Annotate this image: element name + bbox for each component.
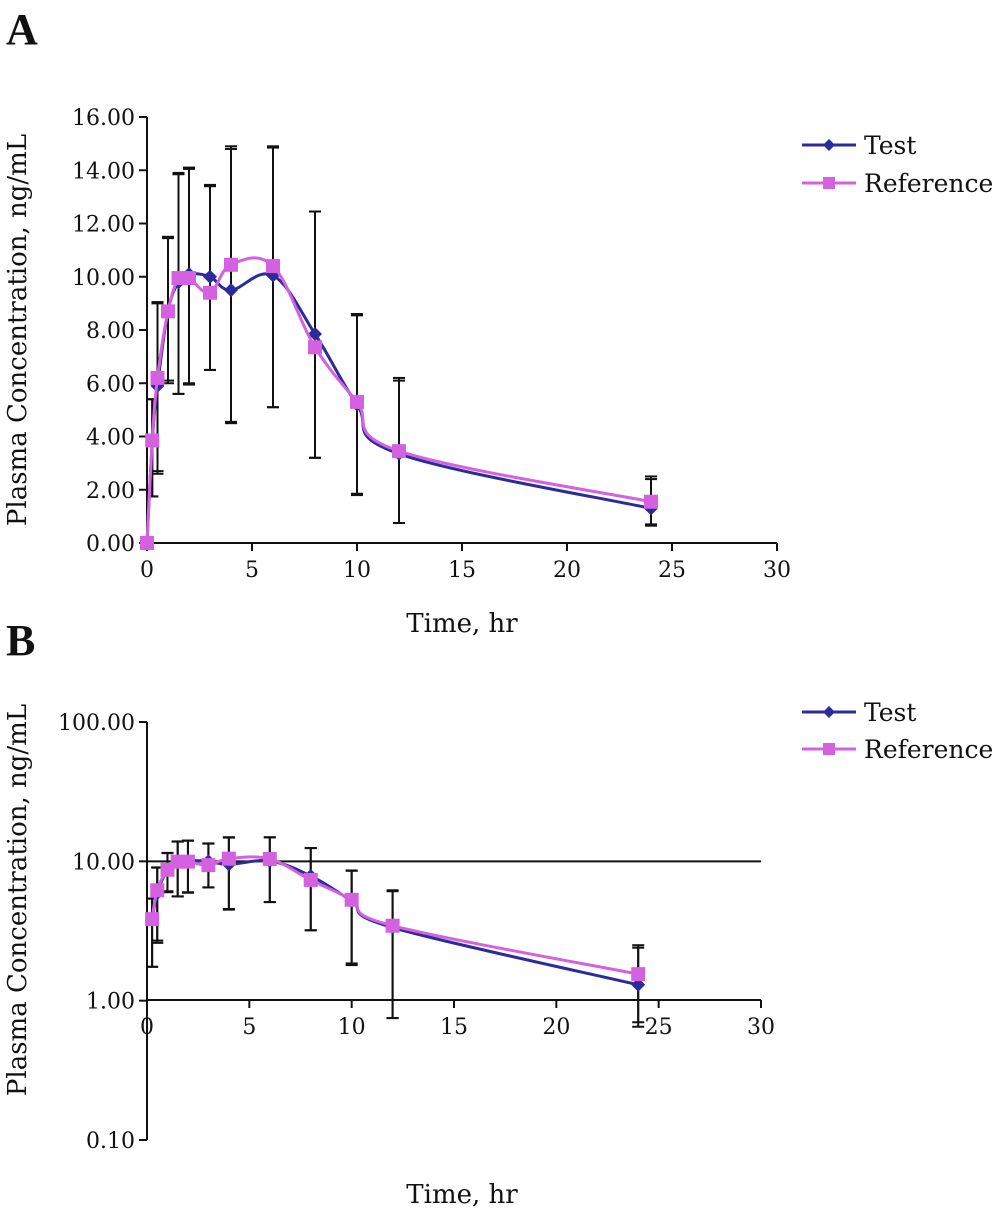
panel-b-ylabel: Plasma Concentration, ng/mL	[3, 704, 33, 1096]
panel-a-ytick-label: 8.00	[86, 319, 135, 344]
panel-b-reference-point	[631, 967, 646, 982]
panel-b-reference-point	[303, 872, 318, 887]
panel-b-xtick-label: 0	[140, 1015, 154, 1040]
panel-b-ytick-label: 0.10	[86, 1129, 135, 1154]
panel-a-ytick-label: 10.00	[72, 266, 135, 291]
legend-reference-marker	[823, 743, 835, 755]
panel-b-test-point	[631, 977, 646, 992]
panel-b-xtick-label: 15	[440, 1015, 468, 1040]
panel-b-reference-point	[180, 854, 195, 869]
panel-a-reference-point	[145, 433, 160, 448]
panel-a-xtick-label: 0	[140, 558, 154, 583]
panel-a-reference-point	[644, 494, 658, 509]
panel-b-xtick-label: 5	[242, 1015, 256, 1040]
panel-b-xtick-label: 25	[645, 1015, 673, 1040]
panel-a-xtick-label: 15	[448, 558, 476, 583]
panel-b-series-reference-line	[150, 855, 639, 976]
panel-a-letter: A	[6, 5, 38, 54]
legend-test-label: Test	[864, 698, 916, 727]
panel-a-reference-point	[150, 370, 165, 385]
panel-b-letter: B	[6, 616, 35, 665]
panel-a: A Plasma Concentration, ng/mL Time, hr T…	[3, 5, 993, 639]
legend-reference-marker	[823, 177, 835, 189]
panel-b: B Plasma Concentration, ng/mL Time, hr T…	[3, 616, 993, 1210]
panel-a-xtick-label: 30	[763, 558, 791, 583]
panel-b-reference-point	[385, 918, 400, 933]
panel-a-ytick-label: 4.00	[86, 426, 135, 451]
legend-test-marker	[823, 139, 835, 151]
panel-a-reference-point	[182, 271, 196, 286]
panel-a-test-point	[203, 269, 217, 284]
legend-test-marker	[823, 706, 835, 718]
panel-a-xtick-label: 25	[658, 558, 686, 583]
panel-a-reference-point	[350, 394, 364, 409]
panel-a-reference-point	[266, 259, 280, 274]
panel-b-xlabel: Time, hr	[406, 1180, 518, 1210]
panel-a-xlabel: Time, hr	[406, 609, 518, 639]
panel-b-xtick-label: 30	[747, 1015, 775, 1040]
panel-b-reference-point	[201, 858, 216, 873]
panel-a-ytick-label: 14.00	[72, 159, 135, 184]
panel-a-reference-point	[224, 257, 238, 272]
panel-b-ytick-label: 1.00	[86, 990, 135, 1015]
panel-a-ylabel: Plasma Concentration, ng/mL	[3, 134, 33, 526]
panel-a-ytick-label: 0.00	[86, 532, 135, 557]
panel-b-ytick-label: 100.00	[58, 711, 135, 736]
panel-b-legend: Test Reference	[802, 698, 993, 764]
legend-reference-label: Reference	[864, 735, 993, 764]
panel-b-reference-point	[150, 883, 165, 898]
panel-a-reference-point	[140, 536, 154, 550]
panel-b-reference-point	[344, 892, 359, 907]
panel-a-reference-point	[203, 285, 217, 300]
panel-a-ytick-label: 16.00	[72, 106, 135, 131]
legend-reference-label: Reference	[864, 169, 993, 198]
panel-b-xtick-label: 10	[338, 1015, 366, 1040]
panel-a-ytick-label: 12.00	[72, 213, 135, 238]
panel-a-xtick-label: 20	[553, 558, 581, 583]
panel-a-legend: Test Reference	[802, 131, 993, 198]
legend-test-label: Test	[864, 131, 916, 160]
panel-a-ytick-label: 2.00	[86, 479, 135, 504]
panel-b-reference-point	[262, 851, 277, 866]
panel-a-ytick-label: 6.00	[86, 372, 135, 397]
panel-b-xtick-label: 20	[542, 1015, 570, 1040]
panel-a-reference-point	[308, 340, 322, 355]
panel-b-reference-point	[221, 851, 236, 866]
panel-a-test-point	[224, 283, 238, 298]
panel-a-reference-point	[392, 444, 406, 459]
panel-a-xtick-label: 5	[245, 558, 259, 583]
panel-a-test-point	[308, 326, 322, 341]
panel-a-reference-point	[161, 304, 175, 319]
panel-b-ytick-label: 10.00	[72, 850, 135, 875]
panel-b-reference-point	[145, 912, 160, 927]
panel-a-xtick-label: 10	[343, 558, 371, 583]
